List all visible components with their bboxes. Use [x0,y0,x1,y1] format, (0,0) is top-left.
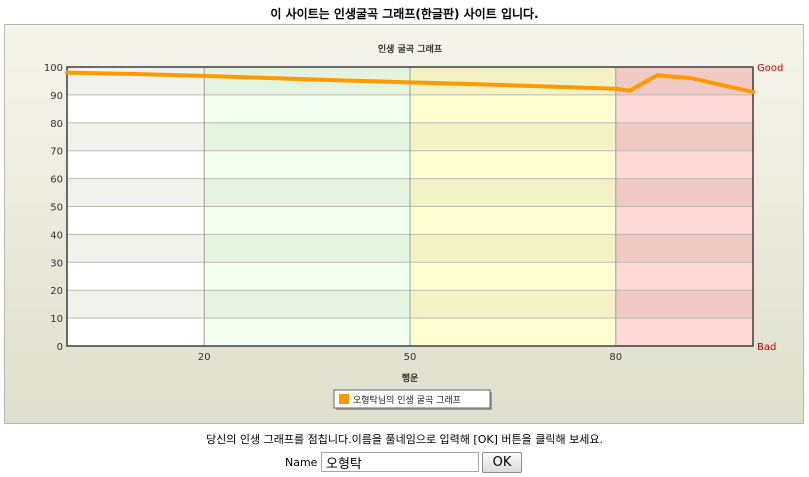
legend-box [333,389,491,409]
y-tick-label: 70 [50,147,63,158]
zone-band-3 [615,67,753,95]
zone-band-0 [67,206,205,235]
zone-band-3 [615,290,753,319]
zone-band-2 [410,122,616,151]
data-point [628,89,632,93]
data-point [202,74,206,78]
zone-band-1 [204,290,410,319]
zone-band-2 [410,67,616,95]
y-tick-label: 40 [50,230,63,241]
zone-band-1 [204,262,410,291]
y-tick-label: 20 [50,286,63,297]
data-point [655,73,659,77]
zone-band-3 [615,150,753,179]
name-input[interactable] [321,452,479,472]
zone-band-0 [67,318,205,346]
zone-band-0 [67,150,205,179]
zone-band-3 [615,122,753,151]
plot-frame [66,66,754,347]
data-point [339,78,343,82]
data-point [689,76,693,80]
zone-band-0 [67,122,205,151]
data-point [65,71,69,75]
zone-band-1 [204,234,410,263]
y-tick-label: 60 [50,175,63,186]
y-tick-label: 80 [50,119,63,130]
zone-band-0 [67,262,205,291]
zone-band-3 [615,318,753,346]
name-label: Name [285,456,318,469]
data-point [751,90,755,94]
zone-band-3 [615,178,753,207]
ok-button[interactable]: OK [482,452,522,473]
chart-title: 인생 굴곡 그래프 [378,43,443,55]
zone-band-1 [204,122,410,151]
zone-band-0 [67,94,205,123]
instruction-text: 당신의 인생 그래프를 점칩니다.이름을 풀네임으로 입력해 [OK] 버튼을 … [206,433,603,446]
y-tick-label: 100 [44,63,63,74]
y-tick-label: 10 [50,314,63,325]
x-tick-label: 50 [404,352,417,363]
zone-band-2 [410,206,616,235]
zone-band-3 [615,94,753,123]
zone-band-2 [410,94,616,123]
data-point [477,82,481,86]
zone-band-2 [410,318,616,346]
zone-band-2 [410,290,616,319]
x-tick-label: 80 [609,352,622,363]
y-tick-label: 30 [50,258,63,269]
x-axis-title: 행운 [402,372,419,384]
y-tick-label: 90 [50,91,63,102]
zone-band-0 [67,178,205,207]
zone-band-2 [410,234,616,263]
page-title: 이 사이트는 인생굴곡 그래프(한글판) 사이트 입니다. [270,7,539,21]
zone-band-3 [615,206,753,235]
good-label: Good [757,63,783,74]
bad-label: Bad [757,342,776,353]
y-tick-label: 50 [50,203,63,214]
x-tick-label: 20 [198,352,211,363]
zone-band-0 [67,234,205,263]
data-point [614,87,618,91]
zone-band-2 [410,178,616,207]
data-point [134,72,138,76]
legend-swatch [339,394,349,404]
zone-band-1 [204,94,410,123]
data-point [545,85,549,89]
zone-band-1 [204,206,410,235]
zone-band-3 [615,234,753,263]
zone-band-1 [204,150,410,179]
data-point [271,76,275,80]
legend-label: 오형탁님의 인생 굴곡 그래프 [353,394,461,406]
zone-band-0 [67,290,205,319]
data-point [408,80,412,84]
zone-band-3 [615,262,753,291]
zone-band-2 [410,150,616,179]
y-tick-label: 0 [57,342,63,353]
zone-band-2 [410,262,616,291]
zone-band-1 [204,178,410,207]
zone-band-1 [204,318,410,346]
